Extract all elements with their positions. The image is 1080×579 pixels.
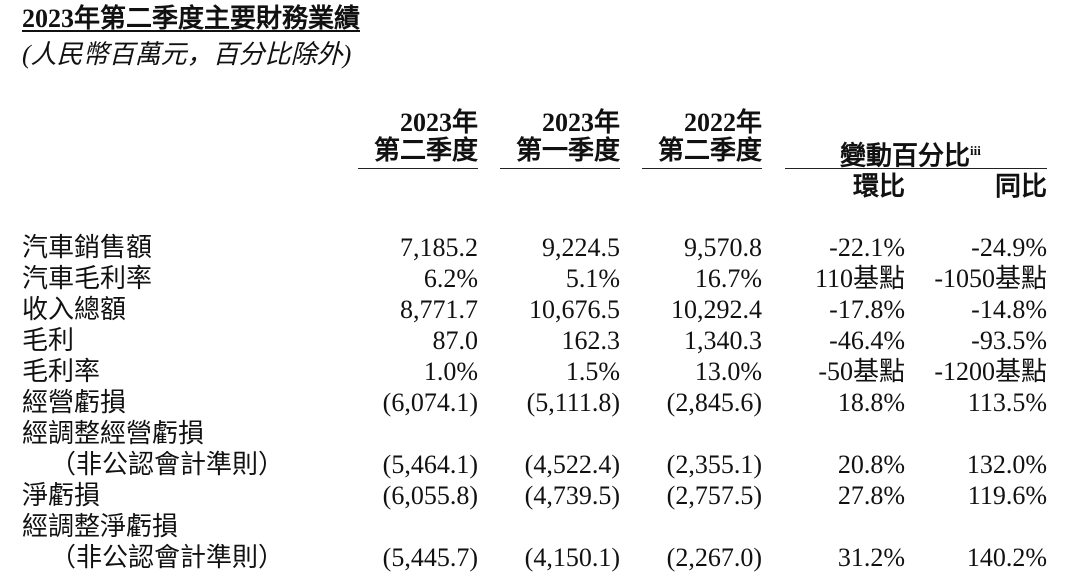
cell: 9,224.5 xyxy=(542,233,620,262)
row-label: 淨虧損 xyxy=(22,481,101,510)
change-column-header: 環比 xyxy=(852,172,905,201)
row-label: 經調整經營虧損 xyxy=(22,419,205,448)
cell: 140.2% xyxy=(966,543,1047,572)
cell: 7,185.2 xyxy=(400,233,478,262)
cell: 10,676.5 xyxy=(529,295,620,324)
header-rule xyxy=(785,168,1047,169)
cell: 9,570.8 xyxy=(684,233,762,262)
cell: (2,845.6) xyxy=(666,388,762,417)
cell: 132.0% xyxy=(966,450,1047,479)
cell: 1.5% xyxy=(565,357,620,386)
row-label: 毛利率 xyxy=(22,357,101,386)
cell: 18.8% xyxy=(837,388,905,417)
row-label: （非公認會計準則） xyxy=(50,543,285,572)
column-header: 2023年 xyxy=(399,108,478,137)
subtitle: (人民幣百萬元，百分比除外) xyxy=(22,40,352,69)
cell: (6,074.1) xyxy=(382,388,478,417)
header-rule xyxy=(500,168,620,169)
cell: -17.8% xyxy=(829,295,905,324)
cell: 27.8% xyxy=(837,481,905,510)
change-title: 變動百分比 xyxy=(840,141,971,171)
row-label: 汽車銷售額 xyxy=(22,233,153,262)
row-label: 經營虧損 xyxy=(22,388,127,417)
cell: 6.2% xyxy=(423,264,478,293)
cell: -46.4% xyxy=(829,326,905,355)
row-label: 毛利 xyxy=(22,326,75,355)
cell: (5,464.1) xyxy=(382,450,478,479)
cell: 10,292.4 xyxy=(671,295,762,324)
title: 2023年第二季度主要財務業績 xyxy=(22,4,361,33)
cell: -50基點 xyxy=(818,357,905,386)
column-header: 第二季度 xyxy=(373,136,478,165)
column-header: 2022年 xyxy=(683,108,762,137)
cell: -93.5% xyxy=(971,326,1047,355)
cell: -1200基點 xyxy=(934,357,1047,386)
cell: 113.5% xyxy=(967,388,1047,417)
cell: (5,111.8) xyxy=(526,388,620,417)
change-column-header: 同比 xyxy=(994,172,1047,201)
cell: (2,355.1) xyxy=(666,450,762,479)
cell: (6,055.8) xyxy=(382,481,478,510)
cell: -22.1% xyxy=(829,233,905,262)
cell: (5,445.7) xyxy=(382,543,478,572)
note-marker: iii xyxy=(970,143,981,158)
cell: 1.0% xyxy=(423,357,478,386)
row-label: （非公認會計準則） xyxy=(50,450,285,479)
cell: (4,150.1) xyxy=(524,543,620,572)
column-header: 2023年 xyxy=(541,108,620,137)
cell: 119.6% xyxy=(967,481,1047,510)
row-label: 收入總額 xyxy=(22,295,127,324)
row-label: 經調整淨虧損 xyxy=(22,512,179,541)
cell: (4,739.5) xyxy=(524,481,620,510)
column-header: 第一季度 xyxy=(515,136,620,165)
cell: -1050基點 xyxy=(934,264,1047,293)
cell: 1,340.3 xyxy=(684,326,762,355)
cell: 5.1% xyxy=(565,264,620,293)
cell: 162.3 xyxy=(561,326,621,355)
cell: 87.0 xyxy=(432,326,479,355)
change-header: 變動百分比iii xyxy=(840,136,981,172)
cell: -24.9% xyxy=(971,233,1047,262)
cell: -14.8% xyxy=(971,295,1047,324)
cell: 13.0% xyxy=(694,357,762,386)
header-rule xyxy=(358,168,478,169)
column-header: 第二季度 xyxy=(657,136,762,165)
cell: 16.7% xyxy=(694,264,762,293)
cell: 31.2% xyxy=(837,543,905,572)
header-rule xyxy=(642,168,762,169)
cell: (4,522.4) xyxy=(524,450,620,479)
cell: (2,267.0) xyxy=(666,543,762,572)
cell: 8,771.7 xyxy=(400,295,478,324)
cell: 110基點 xyxy=(814,264,905,293)
cell: (2,757.5) xyxy=(666,481,762,510)
row-label: 汽車毛利率 xyxy=(22,264,153,293)
cell: 20.8% xyxy=(837,450,905,479)
